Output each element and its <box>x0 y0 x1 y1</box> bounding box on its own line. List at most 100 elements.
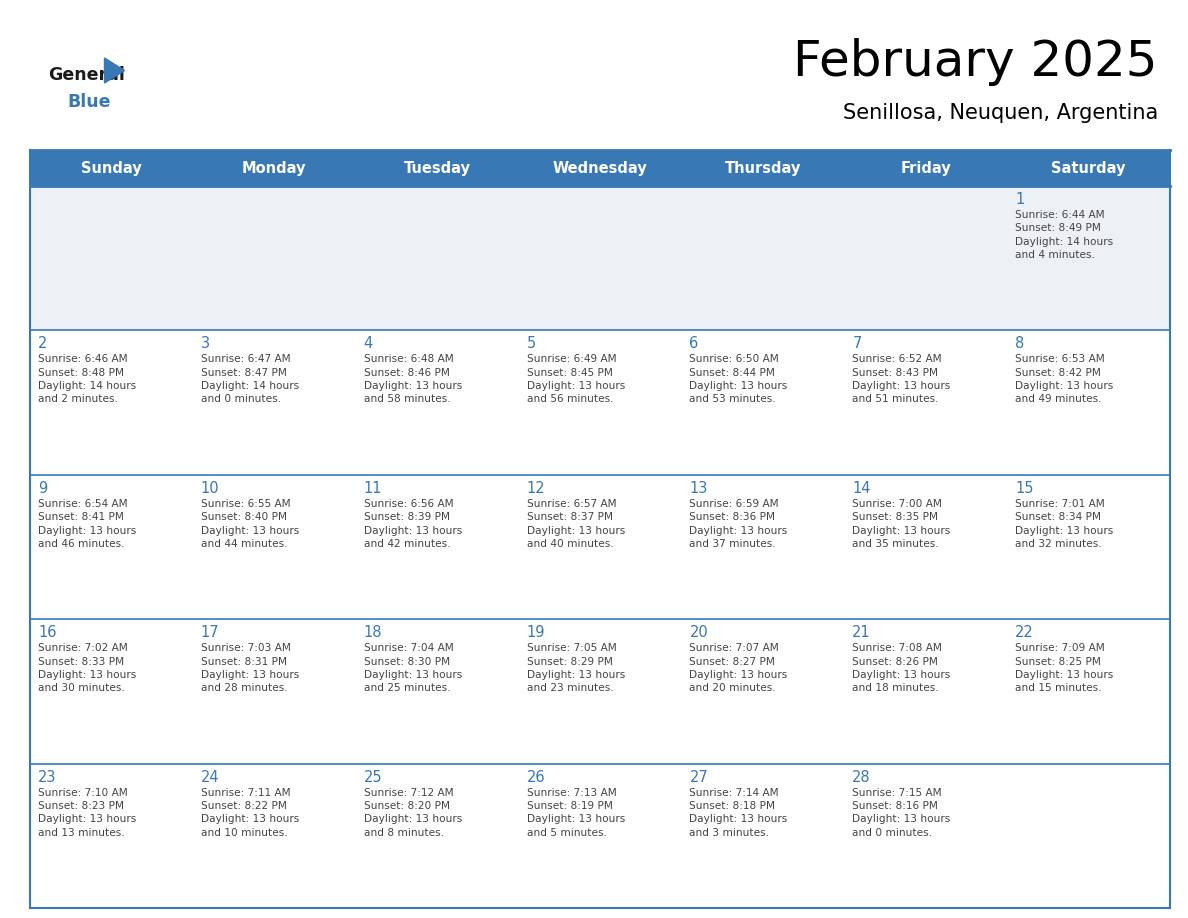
Text: Saturday: Saturday <box>1051 161 1126 175</box>
FancyBboxPatch shape <box>682 764 845 908</box>
FancyBboxPatch shape <box>1007 764 1170 908</box>
Text: 7: 7 <box>852 336 861 352</box>
Text: 15: 15 <box>1015 481 1034 496</box>
FancyBboxPatch shape <box>1007 186 1170 330</box>
Text: Sunrise: 7:04 AM
Sunset: 8:30 PM
Daylight: 13 hours
and 25 minutes.: Sunrise: 7:04 AM Sunset: 8:30 PM Dayligh… <box>364 644 462 693</box>
Text: Sunrise: 7:09 AM
Sunset: 8:25 PM
Daylight: 13 hours
and 15 minutes.: Sunrise: 7:09 AM Sunset: 8:25 PM Dayligh… <box>1015 644 1113 693</box>
Text: 2: 2 <box>38 336 48 352</box>
FancyBboxPatch shape <box>30 620 192 764</box>
FancyBboxPatch shape <box>192 475 355 620</box>
FancyBboxPatch shape <box>192 186 355 330</box>
Text: Sunrise: 6:47 AM
Sunset: 8:47 PM
Daylight: 14 hours
and 0 minutes.: Sunrise: 6:47 AM Sunset: 8:47 PM Dayligh… <box>201 354 299 405</box>
Text: Sunrise: 7:10 AM
Sunset: 8:23 PM
Daylight: 13 hours
and 13 minutes.: Sunrise: 7:10 AM Sunset: 8:23 PM Dayligh… <box>38 788 137 838</box>
FancyBboxPatch shape <box>1007 330 1170 475</box>
FancyBboxPatch shape <box>30 186 192 330</box>
FancyBboxPatch shape <box>355 764 519 908</box>
FancyBboxPatch shape <box>355 475 519 620</box>
Text: 26: 26 <box>526 769 545 785</box>
Text: Monday: Monday <box>242 161 307 175</box>
Text: 18: 18 <box>364 625 383 640</box>
FancyBboxPatch shape <box>30 330 192 475</box>
Text: 16: 16 <box>38 625 57 640</box>
Text: Sunrise: 7:13 AM
Sunset: 8:19 PM
Daylight: 13 hours
and 5 minutes.: Sunrise: 7:13 AM Sunset: 8:19 PM Dayligh… <box>526 788 625 838</box>
Text: Thursday: Thursday <box>725 161 801 175</box>
Text: Sunrise: 7:14 AM
Sunset: 8:18 PM
Daylight: 13 hours
and 3 minutes.: Sunrise: 7:14 AM Sunset: 8:18 PM Dayligh… <box>689 788 788 838</box>
FancyBboxPatch shape <box>682 475 845 620</box>
Text: Sunday: Sunday <box>81 161 141 175</box>
Text: Sunrise: 7:02 AM
Sunset: 8:33 PM
Daylight: 13 hours
and 30 minutes.: Sunrise: 7:02 AM Sunset: 8:33 PM Dayligh… <box>38 644 137 693</box>
FancyBboxPatch shape <box>192 764 355 908</box>
FancyBboxPatch shape <box>845 186 1007 330</box>
Text: Sunrise: 7:08 AM
Sunset: 8:26 PM
Daylight: 13 hours
and 18 minutes.: Sunrise: 7:08 AM Sunset: 8:26 PM Dayligh… <box>852 644 950 693</box>
Text: Sunrise: 6:59 AM
Sunset: 8:36 PM
Daylight: 13 hours
and 37 minutes.: Sunrise: 6:59 AM Sunset: 8:36 PM Dayligh… <box>689 498 788 549</box>
FancyBboxPatch shape <box>519 475 682 620</box>
FancyBboxPatch shape <box>682 330 845 475</box>
Text: Sunrise: 6:57 AM
Sunset: 8:37 PM
Daylight: 13 hours
and 40 minutes.: Sunrise: 6:57 AM Sunset: 8:37 PM Dayligh… <box>526 498 625 549</box>
FancyBboxPatch shape <box>682 620 845 764</box>
Text: 5: 5 <box>526 336 536 352</box>
Text: Sunrise: 7:01 AM
Sunset: 8:34 PM
Daylight: 13 hours
and 32 minutes.: Sunrise: 7:01 AM Sunset: 8:34 PM Dayligh… <box>1015 498 1113 549</box>
Text: Sunrise: 6:50 AM
Sunset: 8:44 PM
Daylight: 13 hours
and 53 minutes.: Sunrise: 6:50 AM Sunset: 8:44 PM Dayligh… <box>689 354 788 405</box>
FancyBboxPatch shape <box>519 620 682 764</box>
Text: 22: 22 <box>1015 625 1034 640</box>
FancyBboxPatch shape <box>682 186 845 330</box>
Text: Sunrise: 6:53 AM
Sunset: 8:42 PM
Daylight: 13 hours
and 49 minutes.: Sunrise: 6:53 AM Sunset: 8:42 PM Dayligh… <box>1015 354 1113 405</box>
Text: Sunrise: 7:05 AM
Sunset: 8:29 PM
Daylight: 13 hours
and 23 minutes.: Sunrise: 7:05 AM Sunset: 8:29 PM Dayligh… <box>526 644 625 693</box>
FancyBboxPatch shape <box>519 186 682 330</box>
Text: Sunrise: 6:46 AM
Sunset: 8:48 PM
Daylight: 14 hours
and 2 minutes.: Sunrise: 6:46 AM Sunset: 8:48 PM Dayligh… <box>38 354 137 405</box>
Text: Tuesday: Tuesday <box>404 161 470 175</box>
Text: Sunrise: 6:55 AM
Sunset: 8:40 PM
Daylight: 13 hours
and 44 minutes.: Sunrise: 6:55 AM Sunset: 8:40 PM Dayligh… <box>201 498 299 549</box>
Text: 1: 1 <box>1015 192 1024 207</box>
Text: February 2025: February 2025 <box>794 38 1158 86</box>
Text: Friday: Friday <box>901 161 952 175</box>
FancyBboxPatch shape <box>30 150 1170 186</box>
FancyBboxPatch shape <box>1007 620 1170 764</box>
Text: Sunrise: 7:07 AM
Sunset: 8:27 PM
Daylight: 13 hours
and 20 minutes.: Sunrise: 7:07 AM Sunset: 8:27 PM Dayligh… <box>689 644 788 693</box>
FancyBboxPatch shape <box>519 764 682 908</box>
Text: Sunrise: 7:15 AM
Sunset: 8:16 PM
Daylight: 13 hours
and 0 minutes.: Sunrise: 7:15 AM Sunset: 8:16 PM Dayligh… <box>852 788 950 838</box>
Text: 6: 6 <box>689 336 699 352</box>
Text: 12: 12 <box>526 481 545 496</box>
FancyBboxPatch shape <box>30 764 192 908</box>
Text: 24: 24 <box>201 769 220 785</box>
Polygon shape <box>105 58 125 83</box>
FancyBboxPatch shape <box>355 186 519 330</box>
Text: 3: 3 <box>201 336 210 352</box>
Text: Senillosa, Neuquen, Argentina: Senillosa, Neuquen, Argentina <box>842 103 1158 123</box>
FancyBboxPatch shape <box>1007 475 1170 620</box>
Text: Sunrise: 7:03 AM
Sunset: 8:31 PM
Daylight: 13 hours
and 28 minutes.: Sunrise: 7:03 AM Sunset: 8:31 PM Dayligh… <box>201 644 299 693</box>
Text: Sunrise: 6:52 AM
Sunset: 8:43 PM
Daylight: 13 hours
and 51 minutes.: Sunrise: 6:52 AM Sunset: 8:43 PM Dayligh… <box>852 354 950 405</box>
FancyBboxPatch shape <box>30 475 192 620</box>
FancyBboxPatch shape <box>845 764 1007 908</box>
Text: 8: 8 <box>1015 336 1024 352</box>
Text: Sunrise: 6:48 AM
Sunset: 8:46 PM
Daylight: 13 hours
and 58 minutes.: Sunrise: 6:48 AM Sunset: 8:46 PM Dayligh… <box>364 354 462 405</box>
Text: 17: 17 <box>201 625 220 640</box>
Text: Sunrise: 7:00 AM
Sunset: 8:35 PM
Daylight: 13 hours
and 35 minutes.: Sunrise: 7:00 AM Sunset: 8:35 PM Dayligh… <box>852 498 950 549</box>
Text: 21: 21 <box>852 625 871 640</box>
FancyBboxPatch shape <box>845 620 1007 764</box>
Text: Wednesday: Wednesday <box>552 161 647 175</box>
Text: 20: 20 <box>689 625 708 640</box>
Text: Sunrise: 6:56 AM
Sunset: 8:39 PM
Daylight: 13 hours
and 42 minutes.: Sunrise: 6:56 AM Sunset: 8:39 PM Dayligh… <box>364 498 462 549</box>
Text: 19: 19 <box>526 625 545 640</box>
FancyBboxPatch shape <box>519 330 682 475</box>
Text: Sunrise: 6:44 AM
Sunset: 8:49 PM
Daylight: 14 hours
and 4 minutes.: Sunrise: 6:44 AM Sunset: 8:49 PM Dayligh… <box>1015 210 1113 260</box>
FancyBboxPatch shape <box>845 330 1007 475</box>
Text: 28: 28 <box>852 769 871 785</box>
Text: Sunrise: 7:11 AM
Sunset: 8:22 PM
Daylight: 13 hours
and 10 minutes.: Sunrise: 7:11 AM Sunset: 8:22 PM Dayligh… <box>201 788 299 838</box>
Text: 25: 25 <box>364 769 383 785</box>
Text: 13: 13 <box>689 481 708 496</box>
Text: Blue: Blue <box>67 93 110 111</box>
Text: 14: 14 <box>852 481 871 496</box>
Text: Sunrise: 6:54 AM
Sunset: 8:41 PM
Daylight: 13 hours
and 46 minutes.: Sunrise: 6:54 AM Sunset: 8:41 PM Dayligh… <box>38 498 137 549</box>
Text: 11: 11 <box>364 481 383 496</box>
FancyBboxPatch shape <box>355 330 519 475</box>
Text: Sunrise: 6:49 AM
Sunset: 8:45 PM
Daylight: 13 hours
and 56 minutes.: Sunrise: 6:49 AM Sunset: 8:45 PM Dayligh… <box>526 354 625 405</box>
FancyBboxPatch shape <box>192 620 355 764</box>
Text: 9: 9 <box>38 481 48 496</box>
FancyBboxPatch shape <box>355 620 519 764</box>
Text: General: General <box>48 66 125 84</box>
Text: 4: 4 <box>364 336 373 352</box>
Text: 27: 27 <box>689 769 708 785</box>
Text: Sunrise: 7:12 AM
Sunset: 8:20 PM
Daylight: 13 hours
and 8 minutes.: Sunrise: 7:12 AM Sunset: 8:20 PM Dayligh… <box>364 788 462 838</box>
